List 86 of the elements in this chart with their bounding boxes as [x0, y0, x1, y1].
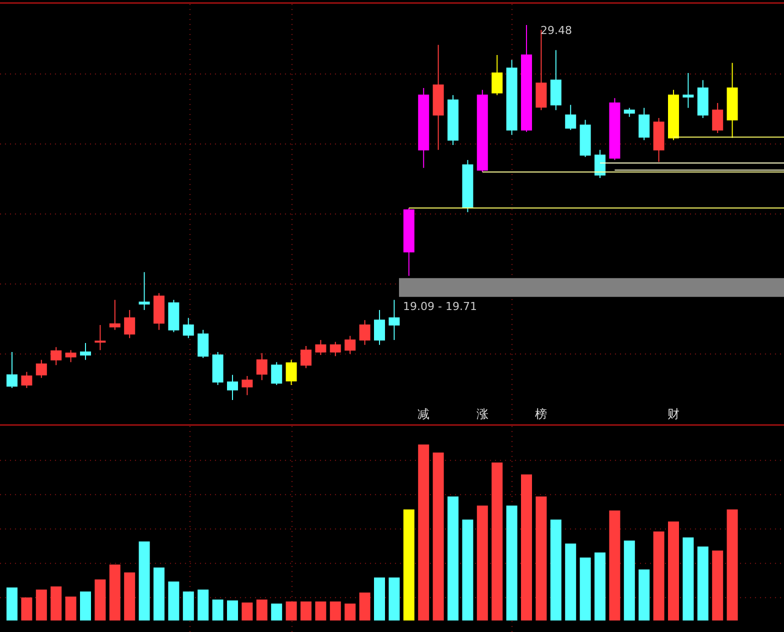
bar [448, 496, 458, 620]
candlestick [344, 335, 356, 354]
bar [80, 592, 91, 620]
bar [697, 546, 708, 620]
bar [124, 572, 136, 620]
bar [344, 604, 356, 620]
bar [21, 597, 32, 620]
bar [300, 601, 312, 620]
candlestick [6, 352, 18, 388]
candlestick [300, 346, 312, 369]
bar [6, 587, 18, 620]
bar [492, 462, 503, 620]
bar [109, 564, 120, 620]
candlestick [242, 376, 253, 396]
x-tick-label: 财 [668, 407, 680, 421]
bar [624, 540, 635, 620]
candlestick [198, 329, 209, 358]
annotation: 29.48 [540, 24, 572, 37]
candlestick [682, 72, 694, 108]
candlestick [80, 342, 91, 360]
bar [198, 590, 209, 620]
bar [271, 604, 282, 620]
bar [476, 506, 488, 620]
bar [403, 509, 414, 620]
bar [330, 601, 341, 620]
bar [286, 601, 297, 620]
bar [359, 592, 370, 620]
bar [227, 600, 238, 620]
bar [712, 550, 724, 620]
bar [580, 558, 591, 620]
bar [36, 590, 47, 620]
candlestick [65, 350, 76, 363]
bar [668, 522, 679, 620]
bar [138, 541, 150, 620]
bar [609, 510, 620, 620]
candlestick [315, 340, 326, 356]
bar [462, 520, 474, 620]
candlestick [94, 324, 106, 351]
candlestick [227, 374, 238, 400]
bar [388, 578, 400, 620]
band-label: 19.09 - 19.71 [403, 300, 477, 313]
candlestick [359, 320, 370, 346]
bar [50, 586, 62, 620]
bar [182, 592, 194, 620]
bar [550, 520, 562, 620]
candlestick [565, 104, 576, 130]
candlestick [50, 346, 62, 366]
bar [315, 601, 326, 620]
bar [432, 452, 444, 620]
bar [521, 474, 532, 620]
candlestick [712, 102, 724, 134]
x-tick-label: 榜 [535, 407, 548, 421]
candlestick [330, 341, 341, 357]
bar [65, 596, 76, 620]
candlestick [256, 352, 268, 381]
candlestick [594, 149, 606, 178]
bar [168, 582, 180, 620]
candlestick [36, 359, 47, 378]
bar [154, 568, 164, 620]
bar [374, 578, 385, 620]
candlestick [286, 359, 297, 386]
bar [726, 509, 738, 620]
candlestick [21, 371, 32, 388]
candlestick [638, 107, 650, 141]
bar [212, 600, 224, 620]
candlestick [388, 299, 400, 340]
candlestick [492, 54, 503, 96]
x-tick-label: 减 [418, 407, 430, 421]
bar [94, 579, 106, 620]
bar [682, 537, 694, 620]
bar [506, 506, 518, 620]
candlestick [182, 317, 194, 339]
bar [418, 444, 430, 620]
candlestick [109, 299, 120, 330]
candlestick [138, 272, 150, 310]
bar [653, 531, 664, 620]
bar [536, 496, 547, 620]
bar [638, 569, 650, 620]
bar [565, 544, 576, 620]
candlestick [124, 310, 136, 339]
candlestick [374, 310, 385, 346]
candlestick [271, 362, 282, 386]
bar [594, 552, 606, 620]
bar [242, 602, 253, 620]
x-tick-label: 涨 [476, 407, 488, 421]
bar [256, 600, 268, 620]
